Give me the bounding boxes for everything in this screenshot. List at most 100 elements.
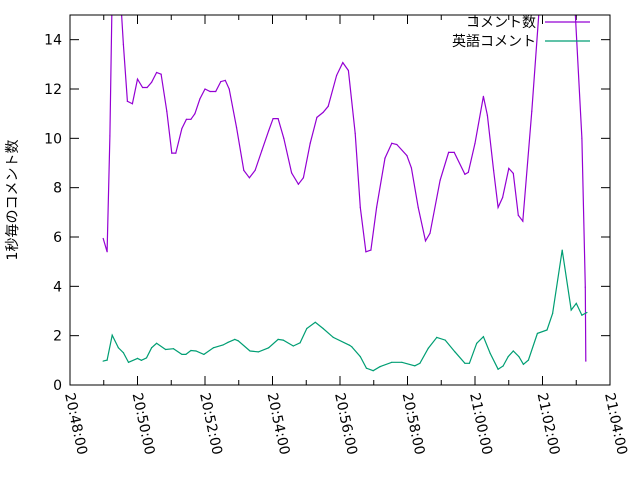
data-point [190,118,192,120]
data-point [277,118,279,120]
data-point [261,150,263,152]
data-point [336,74,338,77]
data-point [575,302,577,304]
data-point [181,353,183,356]
data-point [314,321,316,323]
x-tick-label: 20:48:00 [61,392,90,457]
y-tick-label: 10 [44,131,62,147]
data-point [291,172,293,174]
data-point [561,249,563,251]
data-point [131,103,134,105]
data-point [347,69,350,72]
data-point [512,350,514,352]
data-point [146,86,148,89]
data-point [401,361,403,363]
data-point [539,9,540,10]
data-point [584,286,586,288]
data-point [585,360,587,362]
axis-ticks: 0 2 4 6 8 10 12 14 20:48:00 20:50:00 20:52:00 20:54… [44,15,630,456]
data-point [453,151,455,153]
data-point [410,167,413,169]
y-tick-label: 8 [53,181,62,197]
y-tick-label: 14 [44,33,62,49]
y-tick-label: 4 [53,279,62,295]
data-point [417,206,419,208]
data-point [581,314,583,316]
data-point [267,130,270,132]
data-point [370,249,372,251]
data-point [106,251,108,253]
data-point [581,137,583,139]
legend-label: コメント数 [466,15,536,31]
data-point [365,251,367,253]
data-point [476,342,478,344]
data-point [527,359,530,361]
data-point [467,171,469,173]
data-point [497,206,499,208]
data-point [536,332,539,335]
data-point [391,361,393,363]
data-point [482,95,485,97]
data-point [156,71,158,74]
data-point [365,367,368,369]
data-point [195,350,197,352]
data-point [199,98,201,100]
data-point [175,152,177,154]
data-point [552,312,554,315]
data-point [429,232,431,234]
x-tick-label: 20:52:00 [196,392,225,457]
data-point [160,73,162,75]
data-point [140,359,143,361]
data-point [518,356,520,358]
data-point [254,169,256,171]
data-point [165,348,167,351]
y-tick-label: 6 [53,230,62,246]
data-point [185,118,188,120]
x-tick-label: 20:56:00 [331,392,360,457]
data-point [454,351,456,353]
data-point [406,155,408,157]
data-point [136,357,139,359]
x-tick-label: 21:02:00 [534,392,563,457]
data-point [172,348,175,350]
data-point [391,142,393,144]
y-tick-label: 0 [53,378,62,394]
data-point [171,152,173,154]
data-point [122,44,125,46]
data-point [507,356,509,358]
data-point [299,342,301,344]
data-point [102,237,104,240]
data-point [248,177,251,179]
data-point [203,353,205,356]
data-point [439,179,441,181]
x-tick-label: 20:50:00 [129,392,158,457]
data-point [215,90,217,93]
data-point [419,362,421,364]
data-point [122,352,125,354]
data-point [277,338,279,340]
data-point [283,137,285,139]
data-point [194,113,196,115]
data-point [267,347,270,349]
data-point [117,347,119,349]
y-tick-label: 2 [53,329,62,345]
data-point [375,206,378,208]
data-point [224,79,226,81]
data-point [570,309,572,311]
x-tick-label: 21:04:00 [601,392,630,457]
data-point [185,353,187,356]
data-point [512,172,514,174]
x-tick-label: 20:54:00 [264,392,293,457]
data-point [237,340,239,342]
data-point [492,169,495,171]
series-line [102,15,587,362]
data-point [234,338,236,340]
data-point [145,357,148,359]
data-point [342,62,344,64]
data-point [220,81,222,83]
data-point [354,132,356,134]
y-axis-label: 1秒毎のコメント数 [5,140,21,261]
data-point [359,206,361,208]
data-point [351,346,353,348]
